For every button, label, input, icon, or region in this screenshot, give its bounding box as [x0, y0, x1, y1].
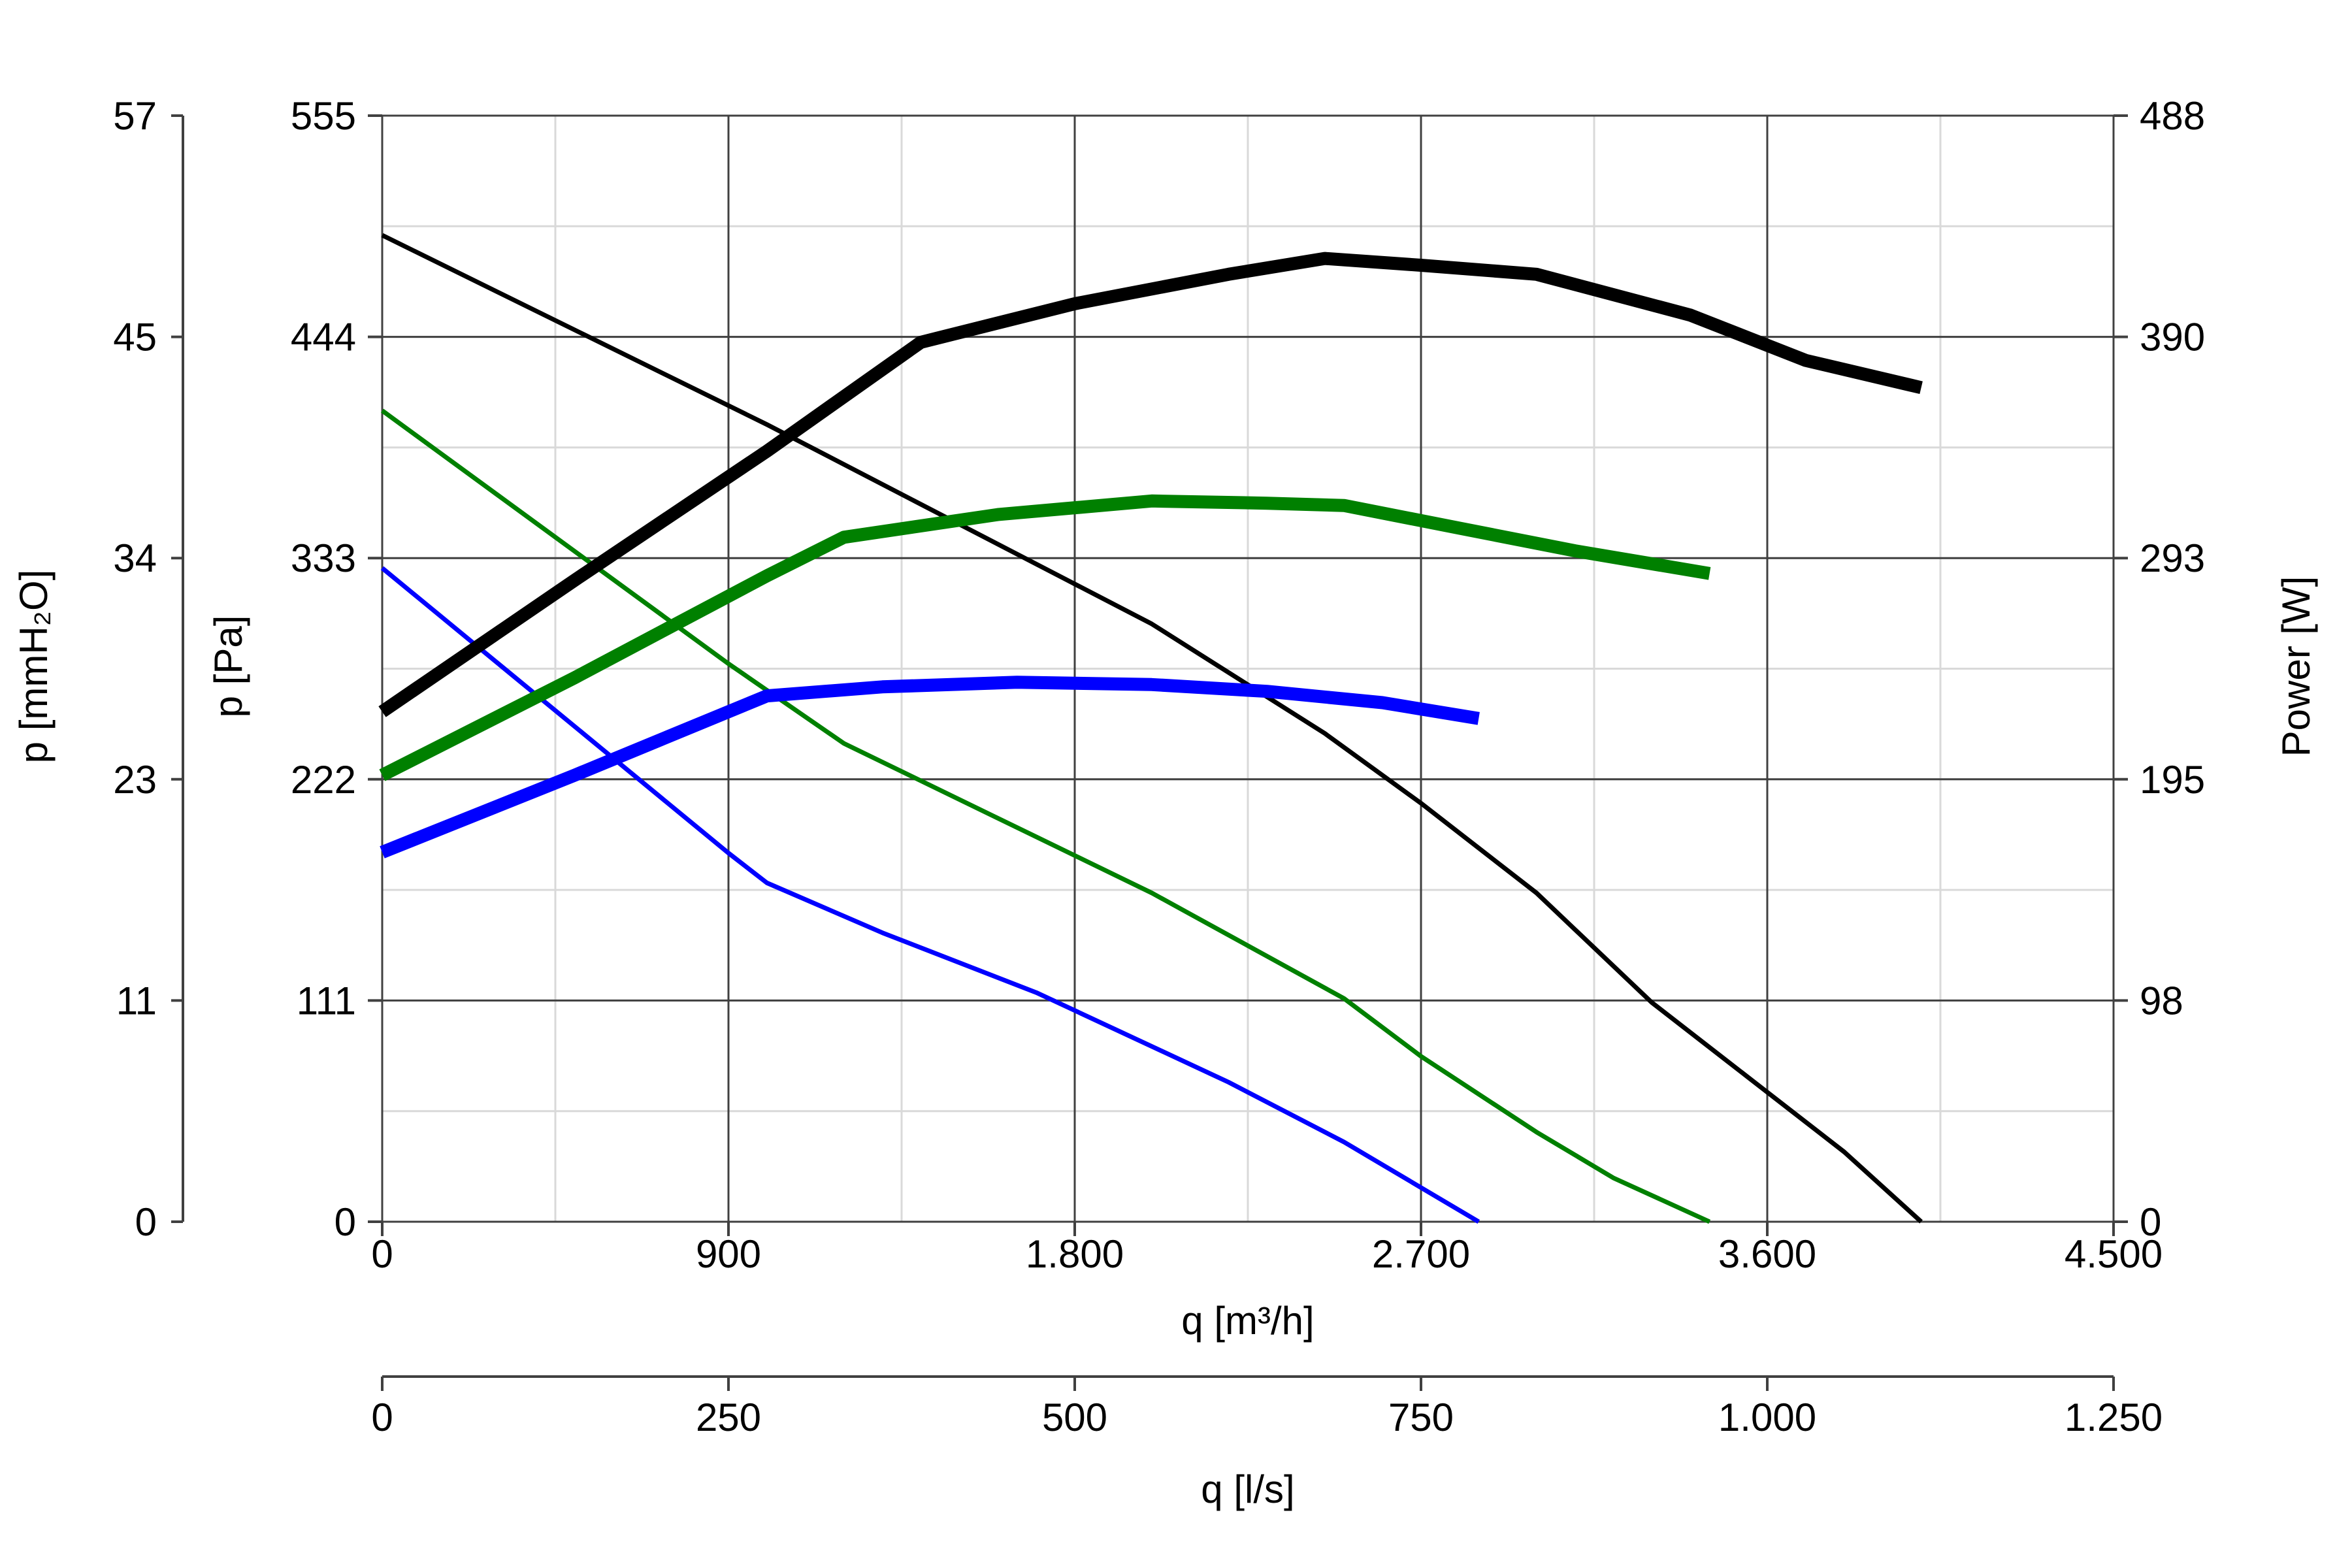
series-layer	[378, 233, 1923, 1224]
y-outer-tick-label: 23	[113, 758, 157, 802]
y-outer-tick-label: 11	[116, 979, 157, 1022]
y-tick-label: 0	[335, 1200, 356, 1244]
x2-tick-label: 750	[1388, 1396, 1454, 1439]
x-tick-label: 3.600	[1718, 1232, 1816, 1276]
y2-tick-label: 0	[2140, 1200, 2161, 1244]
y-tick-label: 222	[291, 758, 356, 802]
y2-tick-label: 488	[2140, 94, 2205, 138]
axes	[171, 114, 2128, 1391]
y-outer-tick-label: 57	[113, 94, 157, 138]
y2-tick-label: 293	[2140, 536, 2205, 580]
y-outer-tick-label: 0	[135, 1200, 157, 1244]
y-tick-label: 444	[291, 316, 356, 359]
x-tick-label: 900	[696, 1232, 761, 1276]
power-curve	[380, 676, 1480, 858]
x2-tick-label: 500	[1042, 1396, 1107, 1439]
y-outer-tick-label: 34	[113, 536, 157, 580]
y-tick-label: 333	[291, 536, 356, 580]
x2-axis-title: q [l/s]	[1201, 1467, 1294, 1511]
x-tick-label: 2.700	[1372, 1232, 1470, 1276]
y-tick-label: 555	[291, 94, 356, 138]
major-grid	[381, 114, 2115, 1223]
y-tick-label: 111	[297, 979, 356, 1022]
y2-tick-label: 195	[2140, 758, 2205, 802]
x-tick-label: 1.800	[1026, 1232, 1124, 1276]
x2-tick-label: 1.250	[2065, 1396, 2163, 1439]
y-outer-axis-title: p [mmH₂O]	[12, 570, 56, 764]
y2-tick-label: 98	[2140, 979, 2183, 1022]
power-curve	[378, 252, 1923, 717]
x-tick-label: 4.500	[2065, 1232, 2163, 1276]
tick-labels: 0 111 222 333 444 555 0 11 23 34 45 57 0 98 195 293 390 4…	[113, 94, 2205, 1439]
x2-tick-label: 250	[696, 1396, 761, 1439]
x2-tick-label: 1.000	[1718, 1396, 1816, 1439]
power-curve	[379, 494, 1711, 781]
x-tick-label: 0	[371, 1232, 393, 1276]
y2-tick-label: 390	[2140, 316, 2205, 359]
y-axis-title: p [Pa]	[206, 615, 250, 718]
x-axis-title: q [m³/h]	[1181, 1299, 1314, 1343]
x2-tick-label: 0	[371, 1396, 393, 1439]
y-outer-tick-label: 45	[113, 316, 157, 359]
pressure-curve	[380, 566, 1480, 1224]
y2-axis-title: Power [W]	[2274, 576, 2318, 757]
